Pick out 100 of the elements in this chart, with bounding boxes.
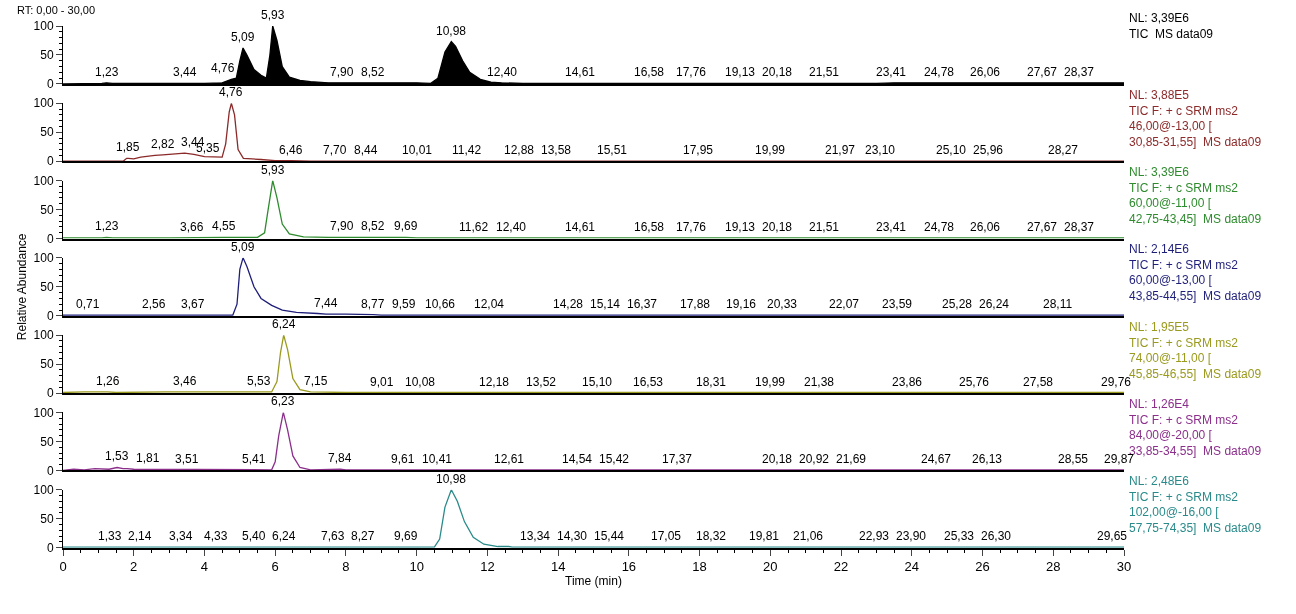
y-tick-label: 50 — [40, 280, 54, 295]
annotation: 15,51 — [597, 143, 628, 157]
x-tick-label: 4 — [200, 559, 209, 575]
annotation: 1,26 — [96, 374, 120, 388]
annotation: 5,93 — [261, 163, 285, 177]
annotation: 3,46 — [173, 374, 197, 388]
annotation: 14,28 — [553, 297, 584, 311]
annotation: 10,41 — [422, 452, 453, 466]
annotation: 16,58 — [634, 220, 665, 234]
annotation: 9,69 — [394, 529, 418, 543]
annotation: 10,98 — [436, 24, 467, 38]
annotation: 16,58 — [634, 65, 665, 79]
annotation: 6,46 — [279, 143, 303, 157]
annotation: 24,78 — [924, 220, 955, 234]
annotation: 23,41 — [876, 65, 907, 79]
annotation: 9,61 — [391, 452, 415, 466]
annotation: 17,95 — [683, 143, 714, 157]
annotation: 12,40 — [487, 65, 518, 79]
annotation: 26,30 — [981, 529, 1012, 543]
annotation: 0,71 — [76, 297, 100, 311]
annotation: 29,65 — [1097, 529, 1128, 543]
annotation: 3,66 — [180, 220, 204, 234]
annotation: 19,16 — [726, 297, 757, 311]
annotation: 10,98 — [436, 472, 467, 486]
annotation: 20,92 — [799, 452, 830, 466]
annotation: 8,27 — [351, 529, 375, 543]
y-tick-label: 50 — [40, 434, 54, 449]
annotation: 11,42 — [452, 143, 482, 157]
y-tick-label: 100 — [33, 251, 54, 266]
y-tick-label: 100 — [33, 482, 54, 497]
annotation: 1,53 — [105, 449, 129, 463]
annotation: 6,24 — [272, 317, 296, 331]
annotation: 21,51 — [809, 65, 840, 79]
annotation: 27,67 — [1027, 65, 1058, 79]
annotation: 8,77 — [361, 297, 385, 311]
x-tick-label: 24 — [904, 559, 920, 575]
x-tick-label: 18 — [692, 559, 707, 575]
annotation: 28,37 — [1064, 220, 1095, 234]
annotation: 14,54 — [562, 452, 593, 466]
annotation: 10,08 — [405, 375, 436, 389]
annotation: 23,10 — [865, 143, 896, 157]
annotation: 23,86 — [892, 375, 923, 389]
annotation: 7,44 — [314, 296, 338, 310]
y-tick-label: 50 — [40, 125, 54, 140]
annotation: 5,09 — [231, 30, 255, 44]
annotation: 23,59 — [882, 297, 913, 311]
x-tick-label: 14 — [550, 559, 566, 575]
annotation: 19,99 — [755, 375, 786, 389]
annotation: 4,76 — [211, 61, 235, 75]
annotation: 13,52 — [526, 375, 557, 389]
x-tick-label: 10 — [409, 559, 424, 575]
annotation: 26,24 — [979, 297, 1010, 311]
annotation: 25,28 — [942, 297, 973, 311]
annotation: 12,61 — [494, 452, 525, 466]
annotation: 17,76 — [676, 65, 707, 79]
x-axis-title: Time (min) — [565, 574, 622, 589]
annotation: 2,56 — [142, 297, 166, 311]
y-tick-label: 50 — [40, 511, 54, 526]
annotation: 8,52 — [361, 219, 385, 233]
annotation: 19,99 — [755, 143, 786, 157]
annotation: 9,59 — [392, 297, 416, 311]
annotation: 10,66 — [425, 297, 456, 311]
annotation: 23,41 — [876, 220, 907, 234]
annotation: 10,01 — [402, 143, 433, 157]
annotation: 20,18 — [762, 65, 793, 79]
annotation: 26,06 — [970, 65, 1001, 79]
annotation: 4,33 — [204, 529, 228, 543]
annotation: 1,23 — [95, 219, 119, 233]
annotation: 7,90 — [330, 219, 354, 233]
annotation: 27,58 — [1023, 375, 1054, 389]
annotation: 24,78 — [924, 65, 955, 79]
annotation: 11,62 — [459, 220, 489, 234]
y-axis-title: Relative Abundance — [14, 233, 29, 341]
annotation: 25,10 — [936, 143, 967, 157]
annotation: 19,13 — [725, 65, 756, 79]
annotation: 17,05 — [651, 529, 682, 543]
annotation: 17,88 — [680, 297, 711, 311]
annotation: 26,13 — [972, 452, 1003, 466]
annotation: 14,61 — [565, 220, 596, 234]
x-tick-label: 2 — [130, 559, 138, 575]
annotation: 5,40 — [242, 529, 266, 543]
x-tick-label: 16 — [621, 559, 637, 575]
annotation: 29,76 — [1101, 375, 1132, 389]
annotation: 12,18 — [479, 375, 510, 389]
annotation: 12,04 — [474, 297, 505, 311]
annotation: 4,55 — [212, 219, 236, 233]
annotation: 18,32 — [696, 529, 727, 543]
y-tick-label: 0 — [46, 231, 54, 246]
y-tick-label: 0 — [46, 386, 54, 401]
annotation: 6,23 — [271, 394, 295, 408]
x-tick-label: 6 — [271, 559, 279, 575]
annotation: 12,40 — [496, 220, 527, 234]
annotation: 2,14 — [128, 529, 152, 543]
annotation: 7,15 — [304, 374, 328, 388]
y-tick-label: 0 — [46, 540, 54, 555]
chart-title: RT: 0,00 - 30,00 — [17, 4, 96, 16]
annotation: 2,82 — [151, 137, 175, 151]
annotation: 5,53 — [247, 374, 271, 388]
annotation: 13,58 — [541, 143, 572, 157]
y-tick-label: 0 — [46, 77, 54, 92]
